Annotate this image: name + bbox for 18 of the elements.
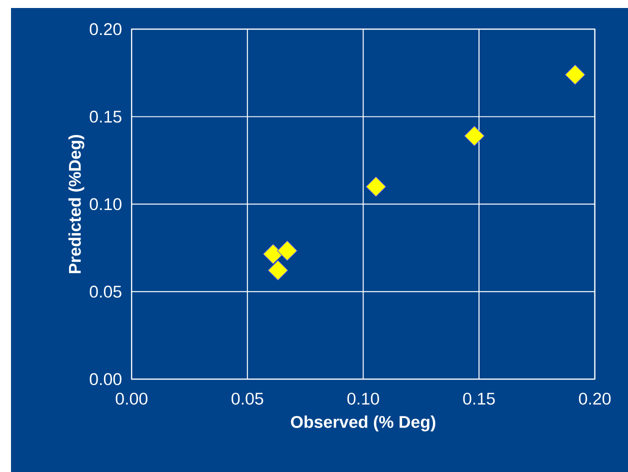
x-tick-label: 0.20: [578, 392, 611, 405]
point: [564, 64, 586, 85]
point: [277, 240, 298, 261]
y-tick-label: 0.10: [90, 198, 122, 210]
y-axis-title: Predicted (%Deg): [68, 134, 84, 274]
point: [464, 126, 485, 146]
point: [262, 244, 284, 264]
x-tick-label: 0.10: [347, 392, 380, 405]
x-tick-label: 0.15: [463, 392, 495, 405]
y-tick-label: 0.00: [90, 373, 122, 386]
y-tick-label: 0.15: [90, 110, 122, 123]
point: [366, 176, 386, 197]
point: [268, 260, 288, 281]
x-axis-title: Observed (% Deg): [290, 416, 436, 432]
y-tick-label: 0.20: [90, 23, 122, 36]
y-tick-label: 0.05: [90, 286, 122, 298]
x-tick-label: 0.05: [232, 392, 264, 405]
x-tick-label: 0.00: [116, 392, 148, 405]
